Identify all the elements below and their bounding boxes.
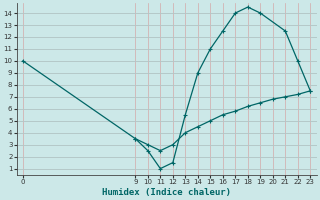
X-axis label: Humidex (Indice chaleur): Humidex (Indice chaleur) (102, 188, 231, 197)
